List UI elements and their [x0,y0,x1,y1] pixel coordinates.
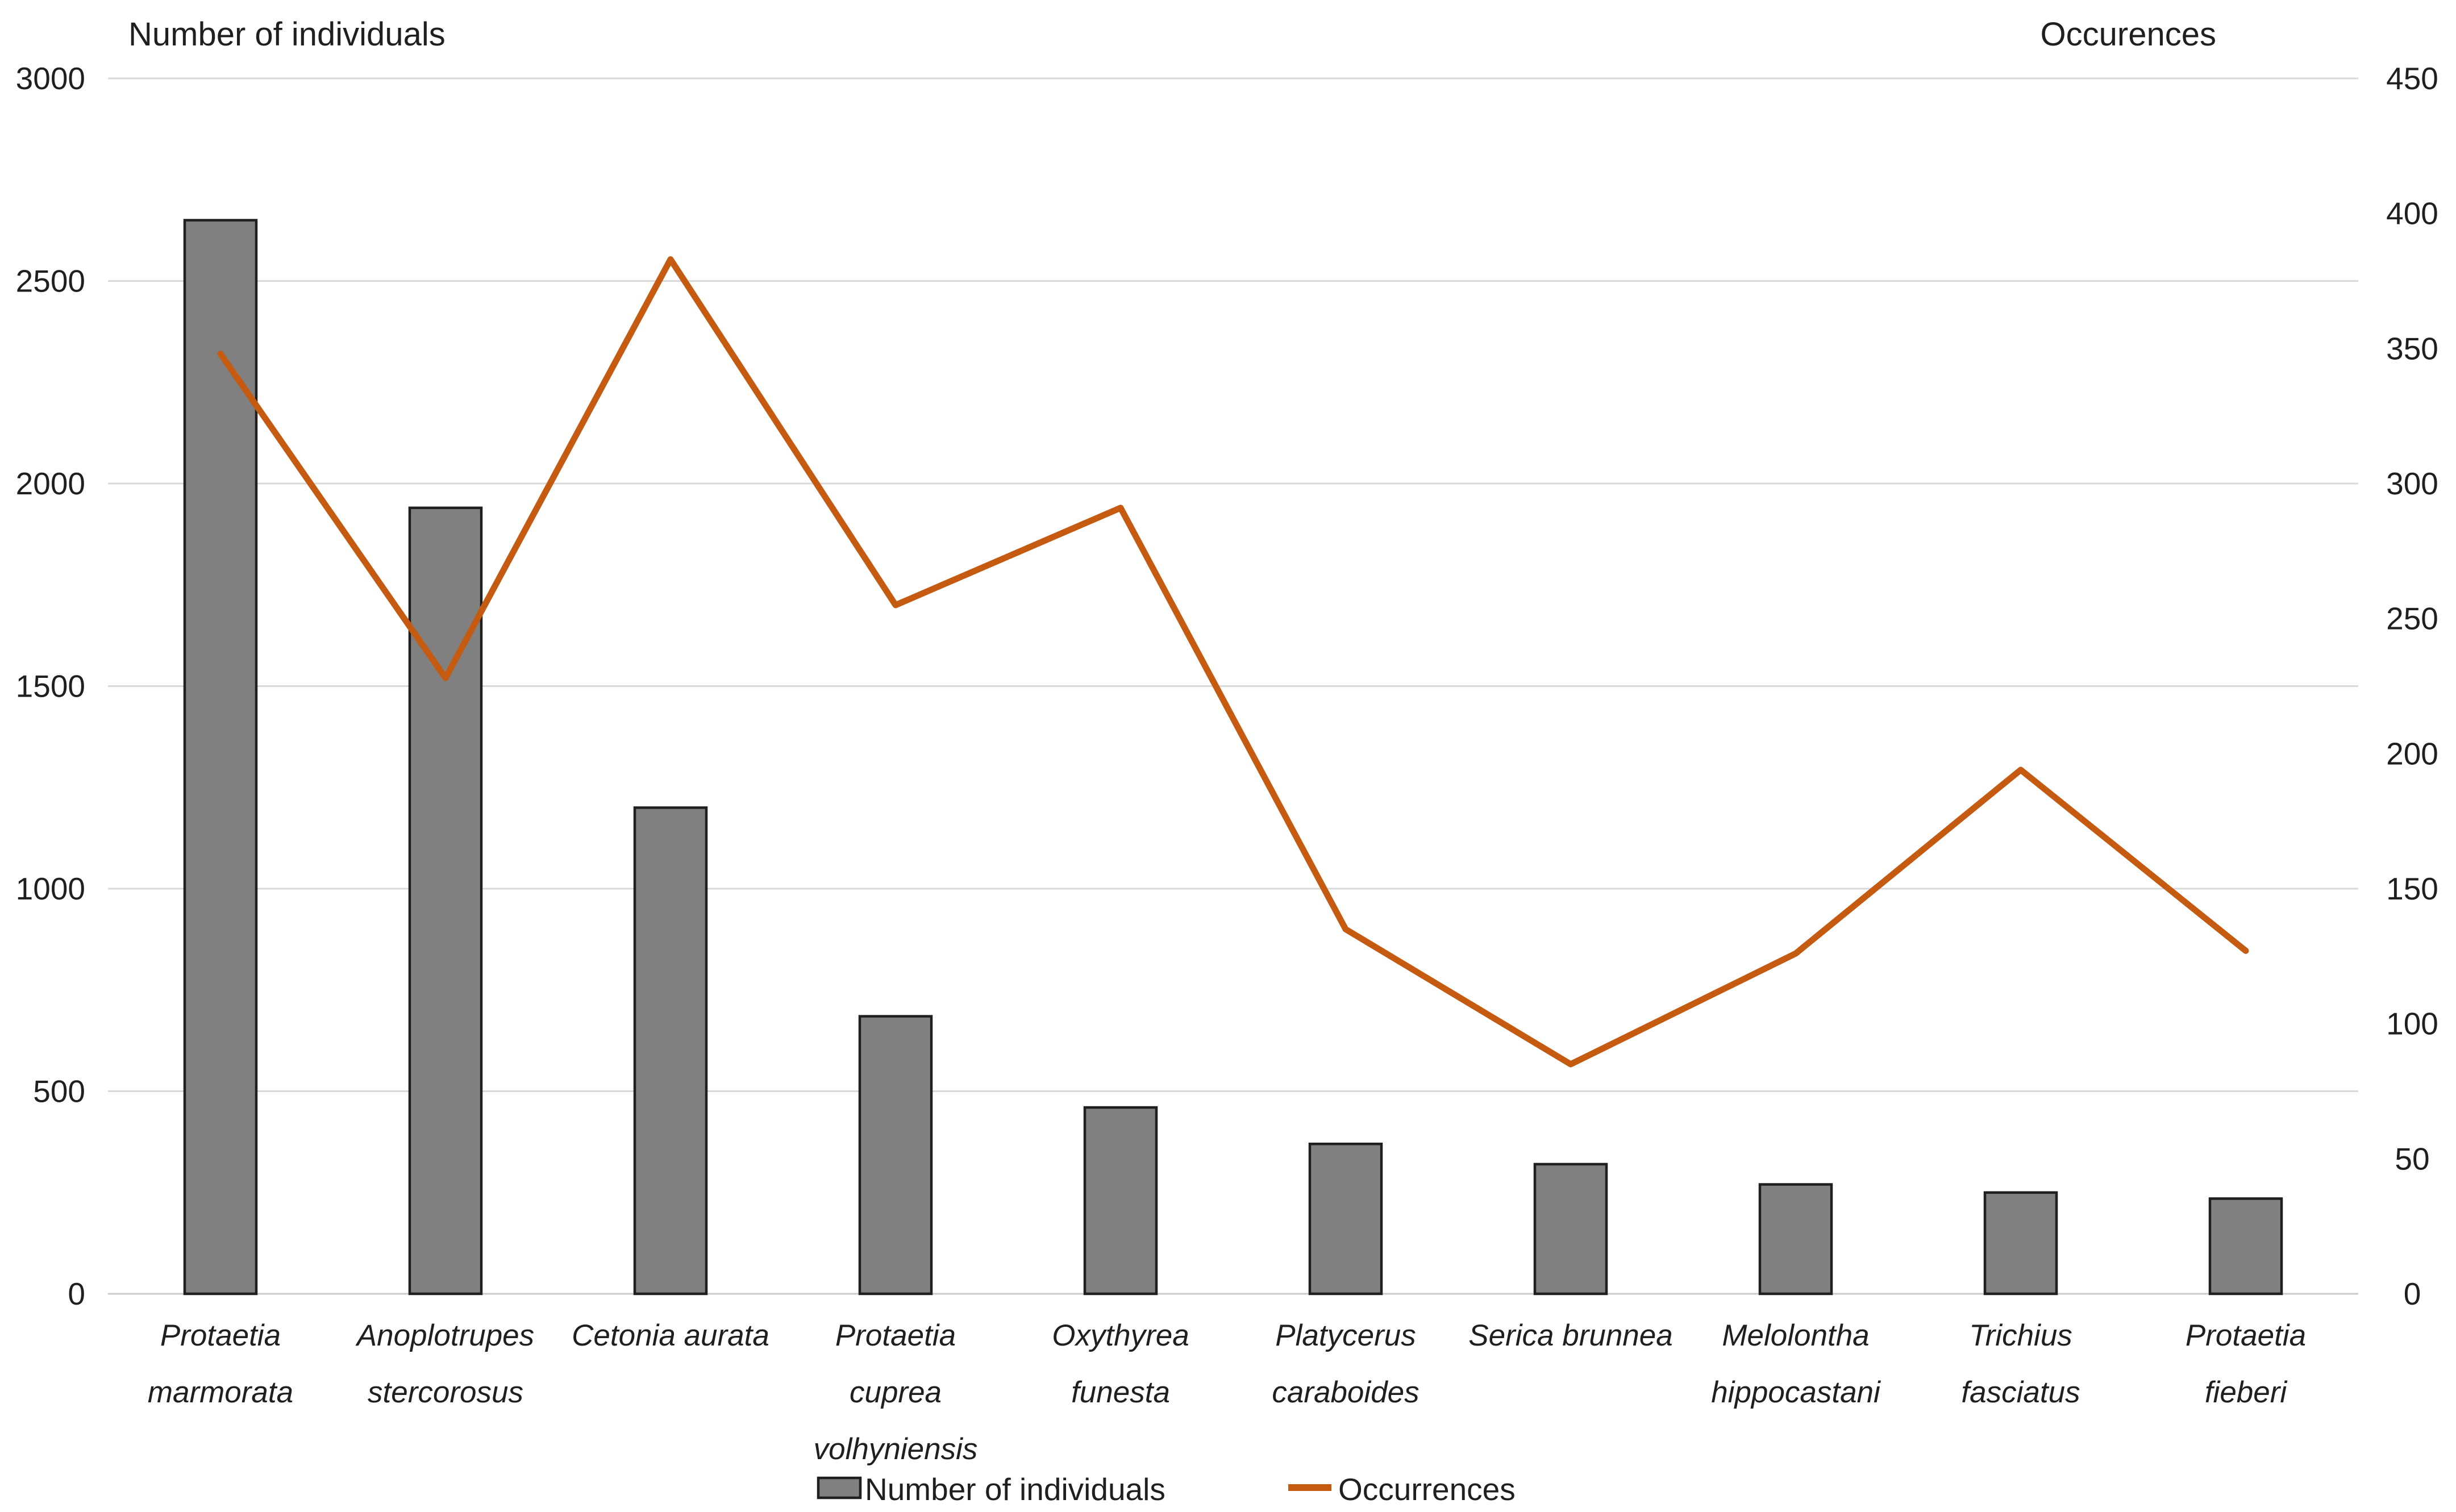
category-label: Protaetia cuprea volhyniensis [814,1319,978,1466]
right-tick-label: 0 [2404,1276,2421,1311]
bar-swatch-icon [817,1476,862,1499]
legend-label-individuals: Number of individuals [865,1472,1165,1507]
bar-7 [1533,1163,1608,1296]
right-tick-label: 50 [2395,1141,2429,1176]
bar-9 [1983,1191,2058,1296]
category-labels: Protaetia marmorata Anoplotrupes stercorosu… [148,1319,2306,1466]
bar-series [183,219,2283,1296]
right-tick-label: 150 [2386,871,2438,906]
bar-10 [2208,1197,2283,1296]
bar-3 [633,806,708,1296]
bar-1 [183,219,258,1296]
right-tick-label: 250 [2386,601,2438,636]
legend: Number of individuals Occurrences [817,1472,1516,1507]
category-label: Platycerus caraboides [1272,1319,1419,1409]
right-tick-label: 100 [2386,1006,2438,1042]
bar-8 [1758,1183,1833,1296]
right-tick-label: 450 [2386,61,2438,96]
line-series [217,256,2249,1068]
occurrences-line [217,256,2249,1068]
category-label: Oxythyrea funesta [1052,1319,1189,1409]
left-tick-label: 2000 [16,466,85,501]
category-label: Serica brunnea [1468,1319,1672,1352]
left-tick-label: 1500 [16,669,85,704]
gridlines-layer [108,77,2358,1295]
bar-4 [858,1015,933,1296]
bar-5 [1083,1106,1158,1296]
left-tick-label: 2500 [16,264,85,299]
category-label: Melolontha hippocastani [1711,1319,1881,1409]
category-label: Protaetia marmorata [148,1319,293,1409]
legend-label-occurrences: Occurrences [1338,1472,1516,1507]
right-tick-label: 200 [2386,736,2438,771]
right-axis-ticks: 0 50 100 150 200 250 300 350 400 450 [2386,61,2438,1311]
category-label: Trichius fasciatus [1961,1319,2080,1409]
left-tick-label: 3000 [16,61,85,96]
right-tick-label: 400 [2386,196,2438,231]
right-tick-label: 350 [2386,331,2438,366]
left-axis-ticks: 0 500 1000 1500 2000 2500 3000 [16,61,85,1311]
left-tick-label: 0 [68,1276,85,1311]
category-label: Cetonia aurata [572,1319,769,1352]
left-axis-title: Number of individuals [128,16,446,53]
category-label: Anoplotrupes stercorosus [355,1319,534,1409]
category-label: Protaetia fieberi [2186,1319,2306,1409]
right-axis-title: Occurences [2041,16,2216,53]
bar-6 [1308,1142,1383,1296]
left-tick-label: 1000 [16,871,85,906]
left-tick-label: 500 [33,1074,85,1109]
right-tick-label: 300 [2386,466,2438,501]
